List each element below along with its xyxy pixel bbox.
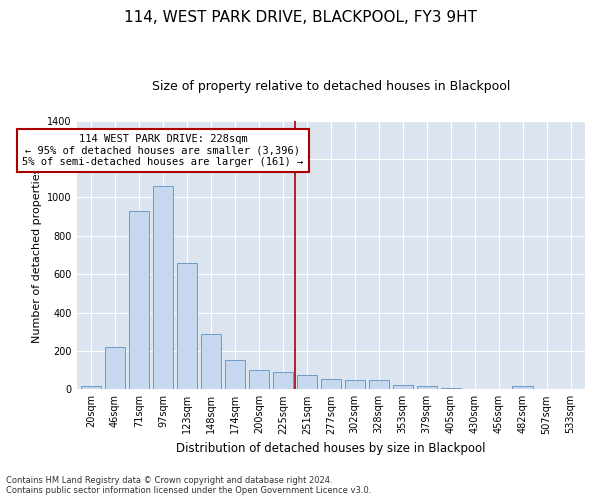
- Bar: [249, 370, 269, 390]
- Text: 114, WEST PARK DRIVE, BLACKPOOL, FY3 9HT: 114, WEST PARK DRIVE, BLACKPOOL, FY3 9HT: [124, 10, 476, 25]
- Bar: [129, 211, 149, 390]
- Text: Contains HM Land Registry data © Crown copyright and database right 2024.
Contai: Contains HM Land Registry data © Crown c…: [6, 476, 371, 495]
- Y-axis label: Number of detached properties: Number of detached properties: [32, 167, 41, 342]
- Bar: [416, 386, 437, 390]
- Bar: [225, 360, 245, 390]
- Bar: [320, 378, 341, 390]
- Text: 114 WEST PARK DRIVE: 228sqm
← 95% of detached houses are smaller (3,396)
5% of s: 114 WEST PARK DRIVE: 228sqm ← 95% of det…: [22, 134, 304, 167]
- Bar: [272, 372, 293, 390]
- Bar: [177, 262, 197, 390]
- Bar: [81, 386, 101, 390]
- Bar: [464, 388, 485, 390]
- Bar: [201, 334, 221, 390]
- Bar: [296, 375, 317, 390]
- Bar: [105, 347, 125, 390]
- Bar: [153, 186, 173, 390]
- Bar: [512, 386, 533, 390]
- Title: Size of property relative to detached houses in Blackpool: Size of property relative to detached ho…: [152, 80, 510, 93]
- Bar: [440, 388, 461, 390]
- X-axis label: Distribution of detached houses by size in Blackpool: Distribution of detached houses by size …: [176, 442, 485, 455]
- Bar: [368, 380, 389, 390]
- Bar: [344, 380, 365, 390]
- Bar: [392, 386, 413, 390]
